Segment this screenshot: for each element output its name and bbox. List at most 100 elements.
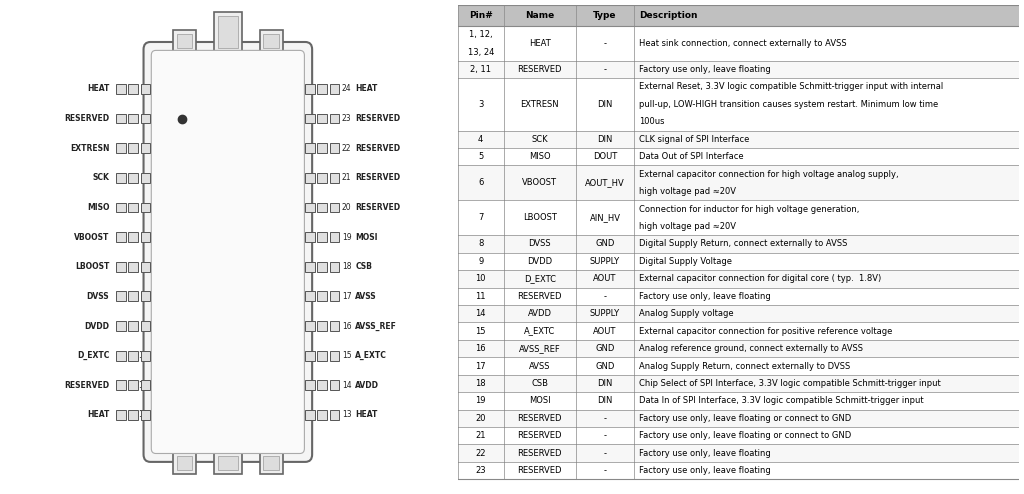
Text: 18: 18 — [342, 262, 351, 271]
Bar — [116, 262, 126, 272]
Text: RESERVED: RESERVED — [517, 449, 562, 458]
Text: DIN: DIN — [597, 135, 612, 144]
Text: CSB: CSB — [355, 262, 373, 271]
Text: AOUT: AOUT — [593, 327, 616, 335]
Bar — [330, 410, 340, 420]
Text: 4: 4 — [143, 173, 148, 182]
Bar — [458, 323, 1019, 340]
Text: 2, 11: 2, 11 — [470, 65, 492, 74]
Text: MOSI: MOSI — [528, 396, 551, 406]
Bar — [260, 30, 283, 52]
Bar — [116, 84, 126, 94]
Bar — [260, 452, 283, 474]
Text: GND: GND — [595, 344, 614, 353]
Bar — [116, 114, 126, 124]
Text: 4: 4 — [478, 135, 483, 144]
Text: AIN_HV: AIN_HV — [590, 213, 621, 222]
Text: -: - — [603, 449, 606, 458]
Text: 5: 5 — [143, 203, 148, 212]
Bar — [128, 143, 138, 153]
Text: Factory use only, leave floating: Factory use only, leave floating — [639, 65, 771, 74]
Text: -: - — [603, 65, 606, 74]
Bar — [305, 410, 315, 420]
Bar — [330, 321, 340, 331]
Bar — [116, 380, 126, 390]
Text: 10: 10 — [138, 351, 148, 360]
Bar — [177, 456, 193, 470]
Text: 7: 7 — [478, 213, 483, 222]
Text: HEAT: HEAT — [87, 411, 110, 419]
Text: 100us: 100us — [639, 117, 665, 126]
Bar — [128, 203, 138, 212]
Bar — [140, 380, 151, 390]
Bar — [458, 78, 1019, 130]
Text: RESERVED: RESERVED — [355, 203, 400, 212]
Bar — [458, 270, 1019, 288]
Bar — [458, 462, 1019, 479]
Bar — [140, 351, 151, 361]
Text: 13: 13 — [342, 411, 351, 419]
Text: -: - — [603, 431, 606, 440]
Text: pull-up, LOW-HIGH transition causes system restart. Minimum low time: pull-up, LOW-HIGH transition causes syst… — [639, 100, 938, 109]
Text: CSB: CSB — [531, 379, 548, 388]
Text: DVDD: DVDD — [527, 257, 552, 266]
Text: MISO: MISO — [528, 152, 551, 161]
Bar — [458, 375, 1019, 392]
Bar — [128, 173, 138, 183]
Text: 8: 8 — [478, 240, 483, 248]
Text: 20: 20 — [342, 203, 351, 212]
Text: External Reset, 3.3V logic compatible Schmitt-trigger input with internal: External Reset, 3.3V logic compatible Sc… — [639, 82, 943, 91]
Text: A_EXTC: A_EXTC — [524, 327, 555, 335]
Bar — [330, 203, 340, 212]
Text: Analog Supply voltage: Analog Supply voltage — [639, 309, 733, 318]
Bar — [458, 427, 1019, 445]
Text: D_EXTC: D_EXTC — [77, 351, 110, 360]
Bar — [263, 34, 279, 48]
Text: HEAT: HEAT — [87, 84, 110, 93]
Text: Description: Description — [639, 11, 697, 20]
Bar — [330, 351, 340, 361]
Bar — [305, 143, 315, 153]
Text: Chip Select of SPI Interface, 3.3V logic compatible Schmitt-trigger input: Chip Select of SPI Interface, 3.3V logic… — [639, 379, 941, 388]
Text: 1: 1 — [143, 84, 148, 93]
Text: 5: 5 — [478, 152, 483, 161]
Text: 3: 3 — [478, 100, 483, 109]
Text: External capacitor connection for digital core ( typ.  1.8V): External capacitor connection for digita… — [639, 274, 882, 283]
Text: VBOOST: VBOOST — [522, 178, 557, 187]
Text: 9: 9 — [478, 257, 483, 266]
Bar — [458, 445, 1019, 462]
Text: 21: 21 — [475, 431, 486, 440]
Bar — [458, 165, 1019, 200]
Text: GND: GND — [595, 240, 614, 248]
Text: GND: GND — [595, 362, 614, 370]
Text: VBOOST: VBOOST — [74, 233, 110, 242]
Bar — [458, 61, 1019, 78]
Bar — [173, 30, 196, 52]
Text: high voltage pad ≈20V: high voltage pad ≈20V — [639, 187, 736, 196]
Text: AVSS: AVSS — [529, 362, 551, 370]
Bar — [128, 291, 138, 301]
Text: 15: 15 — [475, 327, 486, 335]
Bar — [116, 203, 126, 212]
Bar — [305, 84, 315, 94]
Bar — [458, 392, 1019, 410]
Text: 14: 14 — [475, 309, 486, 318]
Text: Analog Supply Return, connect externally to DVSS: Analog Supply Return, connect externally… — [639, 362, 850, 370]
Bar — [330, 232, 340, 242]
FancyBboxPatch shape — [152, 50, 304, 453]
Bar — [305, 114, 315, 124]
Text: 19: 19 — [342, 233, 351, 242]
Bar — [263, 456, 279, 470]
Text: AVSS: AVSS — [355, 292, 377, 301]
Text: AOUT: AOUT — [593, 274, 616, 283]
Text: 9: 9 — [143, 322, 148, 330]
Text: 24: 24 — [342, 84, 351, 93]
Bar — [330, 262, 340, 272]
Bar — [458, 357, 1019, 375]
Text: CLK signal of SPI Interface: CLK signal of SPI Interface — [639, 135, 750, 144]
Bar — [128, 380, 138, 390]
Bar — [317, 114, 328, 124]
Bar — [305, 203, 315, 212]
Text: Type: Type — [593, 11, 616, 20]
Text: 19: 19 — [475, 396, 486, 406]
